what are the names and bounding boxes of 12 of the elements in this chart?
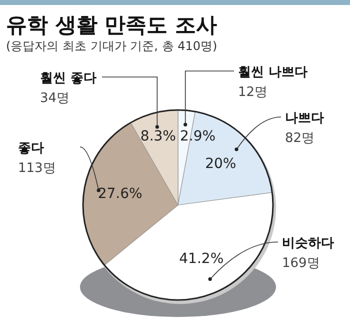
data-label: 2.9% <box>180 128 216 144</box>
data-label: 8.3% <box>140 128 176 144</box>
chart-title: 유학 생활 만족도 조사 <box>6 13 217 37</box>
slice-label: 좋다 113명 <box>18 141 56 176</box>
slice-label: 훨씬 나쁘다 12명 <box>238 65 308 100</box>
data-label: 41.2% <box>179 250 224 267</box>
slice-label: 나쁘다 82명 <box>285 111 324 146</box>
data-label: 20% <box>205 156 236 172</box>
slice-label: 훨씬 좋다 34명 <box>40 71 97 106</box>
data-label: 27.6% <box>98 186 142 202</box>
slice-label: 비슷하다 169명 <box>282 236 334 271</box>
chart-subtitle: (응답자의 최초 기대가 기준, 총 410명) <box>6 39 218 53</box>
